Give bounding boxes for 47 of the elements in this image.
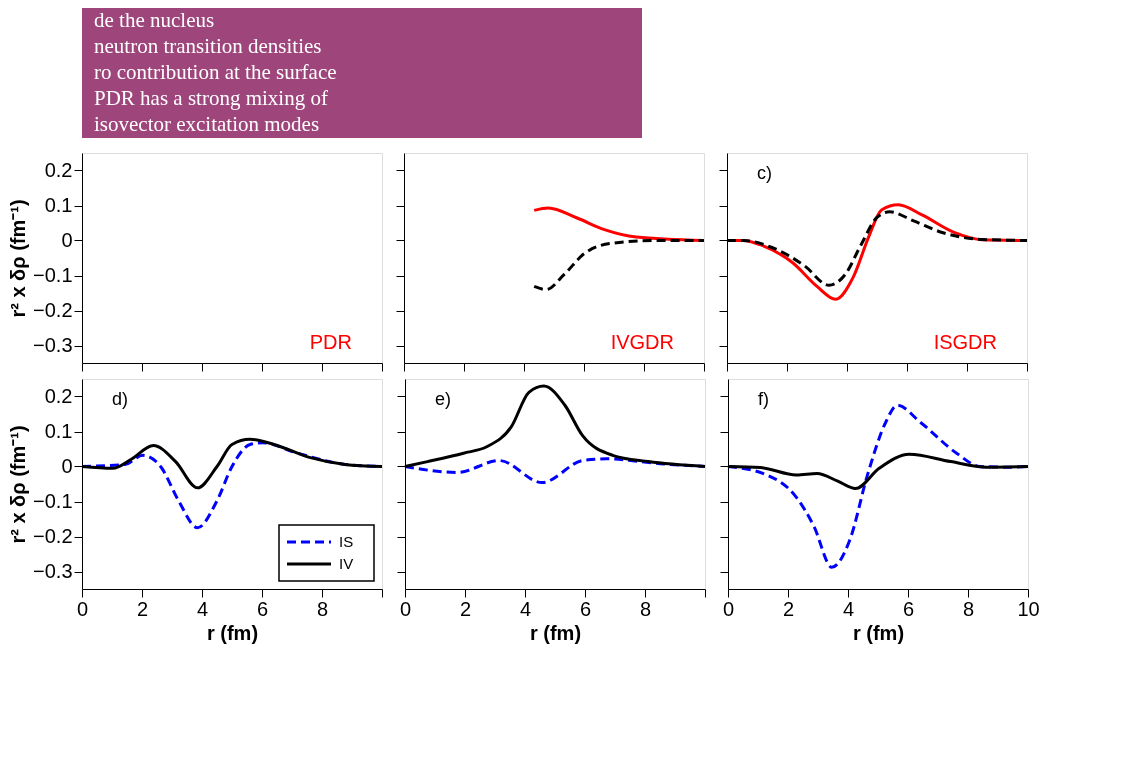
x-tick-label: 2: [459, 597, 472, 620]
annotation: PDR: [309, 331, 352, 353]
y-tick-label: 0.1: [44, 194, 73, 216]
y-tick-label: −0.3: [33, 560, 73, 582]
x-tick-label: 0: [722, 597, 735, 620]
x-tick-label: 8: [316, 597, 329, 620]
x-tick-label: 6: [579, 597, 592, 620]
y-tick-label: 0: [61, 229, 73, 251]
y-axis-title: r² x δρ (fm⁻¹): [7, 425, 30, 544]
x-tick-label: 10: [1017, 597, 1040, 620]
legend-label: IV: [339, 555, 354, 572]
text: e): [435, 389, 452, 409]
text: neutron transition densities: [94, 34, 322, 58]
text: c): [757, 163, 772, 183]
y-tick-label: −0.2: [33, 299, 73, 321]
text: PDR has a strong mixing of: [94, 86, 328, 110]
x-tick-label: 4: [196, 597, 209, 620]
annotation: ISGDR: [933, 331, 997, 353]
x-tick-label: 6: [902, 597, 915, 620]
x-axis-title: r (fm): [852, 621, 905, 644]
annotation: IVGDR: [610, 331, 674, 353]
y-tick-label: −0.2: [33, 525, 73, 547]
x-tick-label: 6: [256, 597, 269, 620]
y-tick-label: 0: [61, 455, 73, 477]
x-tick-label: 8: [639, 597, 652, 620]
y-tick-label: 0.1: [44, 420, 73, 442]
text: de the nucleus: [94, 8, 215, 32]
y-tick-label: −0.3: [33, 334, 73, 356]
x-tick-label: 4: [842, 597, 855, 620]
y-tick-label: 0.2: [44, 385, 73, 407]
legend-label: IS: [339, 533, 354, 550]
y-axis-title: r² x δρ (fm⁻¹): [7, 199, 30, 318]
y-tick-label: 0.2: [44, 159, 73, 181]
text: ro contribution at the surface: [94, 60, 337, 84]
x-tick-label: 0: [76, 597, 89, 620]
x-tick-label: 0: [399, 597, 412, 620]
text: isovector excitation modes: [94, 112, 320, 136]
x-tick-label: 2: [782, 597, 795, 620]
x-tick-label: 2: [136, 597, 149, 620]
x-axis-title: r (fm): [529, 621, 582, 644]
x-tick-label: 8: [962, 597, 975, 620]
y-tick-label: −0.1: [33, 264, 73, 286]
text: f): [758, 389, 769, 409]
text: d): [112, 389, 129, 409]
x-tick-label: 4: [519, 597, 532, 620]
y-tick-label: −0.1: [33, 490, 73, 512]
x-axis-title: r (fm): [206, 621, 259, 644]
